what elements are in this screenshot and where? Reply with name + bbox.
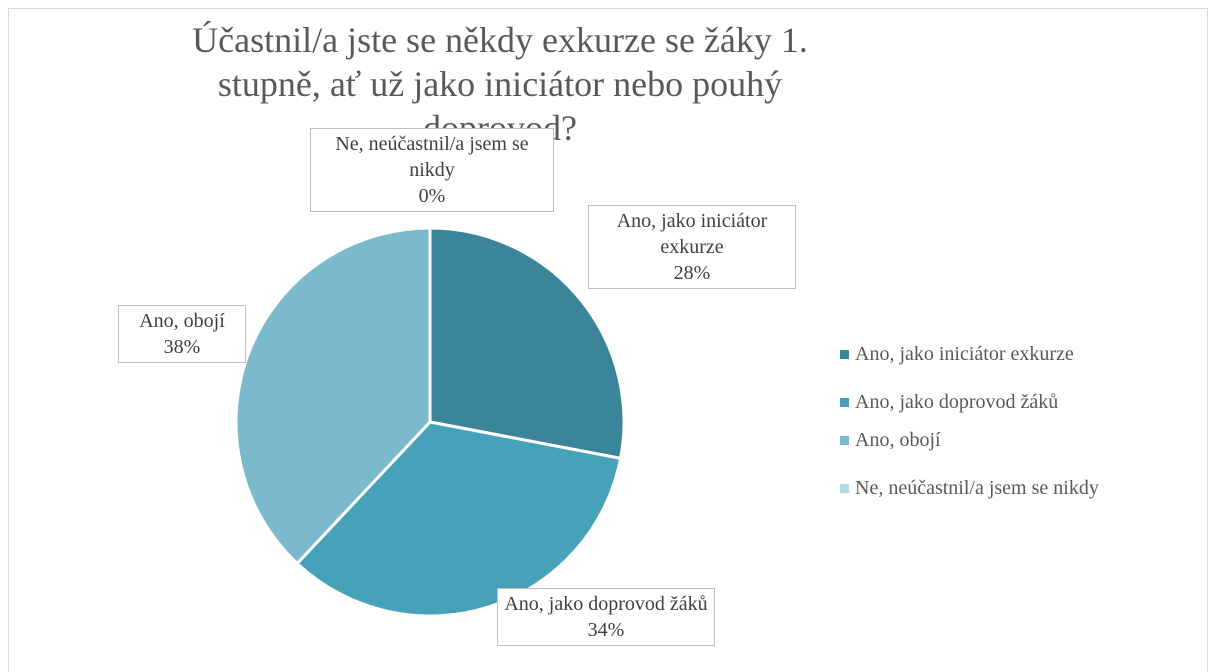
legend-label: Ne, neúčastnil/a jsem se nikdy: [855, 477, 1099, 499]
data-label: Ano, obojí 38%: [118, 305, 246, 363]
pie-slice: [234, 226, 432, 566]
data-label-value: 0%: [418, 185, 446, 207]
pie-slice: [295, 420, 623, 618]
legend-item: Ano, obojí: [840, 429, 941, 452]
legend-swatch: [840, 484, 849, 493]
legend-label: Ano, jako doprovod žáků: [855, 391, 1059, 413]
data-label: Ano, jako doprovod žáků 34%: [497, 588, 715, 646]
legend-swatch: [840, 398, 849, 407]
legend-swatch: [840, 350, 849, 359]
chart-frame: [8, 8, 1208, 672]
legend-item: Ano, jako doprovod žáků: [840, 391, 1058, 414]
data-label-name: Ano, obojí: [139, 310, 225, 332]
legend-item: Ne, neúčastnil/a jsem se nikdy: [840, 477, 1099, 500]
data-label-name: Ano, jako doprovod žáků: [504, 593, 708, 615]
data-label-value: 38%: [163, 336, 201, 358]
data-label-value: 28%: [673, 262, 711, 284]
legend-label: Ano, jako iniciátor exkurze: [855, 343, 1074, 365]
chart-title: Účastnil/a jste se někdy exkurze se žáky…: [192, 20, 808, 148]
legend-label: Ano, obojí: [855, 429, 941, 451]
legend-item: Ano, jako iniciátor exkurze: [840, 343, 1074, 366]
data-label: Ano, jako iniciátor exkurze 28%: [588, 205, 796, 289]
data-label-name: Ne, neúčastnil/a jsem se nikdy: [335, 133, 529, 181]
legend-swatch: [840, 436, 849, 445]
data-label: Ne, neúčastnil/a jsem se nikdy 0%: [310, 128, 554, 212]
pie-slice: [428, 226, 626, 461]
data-label-value: 34%: [587, 619, 625, 641]
data-label-name: Ano, jako iniciátor exkurze: [616, 210, 768, 258]
